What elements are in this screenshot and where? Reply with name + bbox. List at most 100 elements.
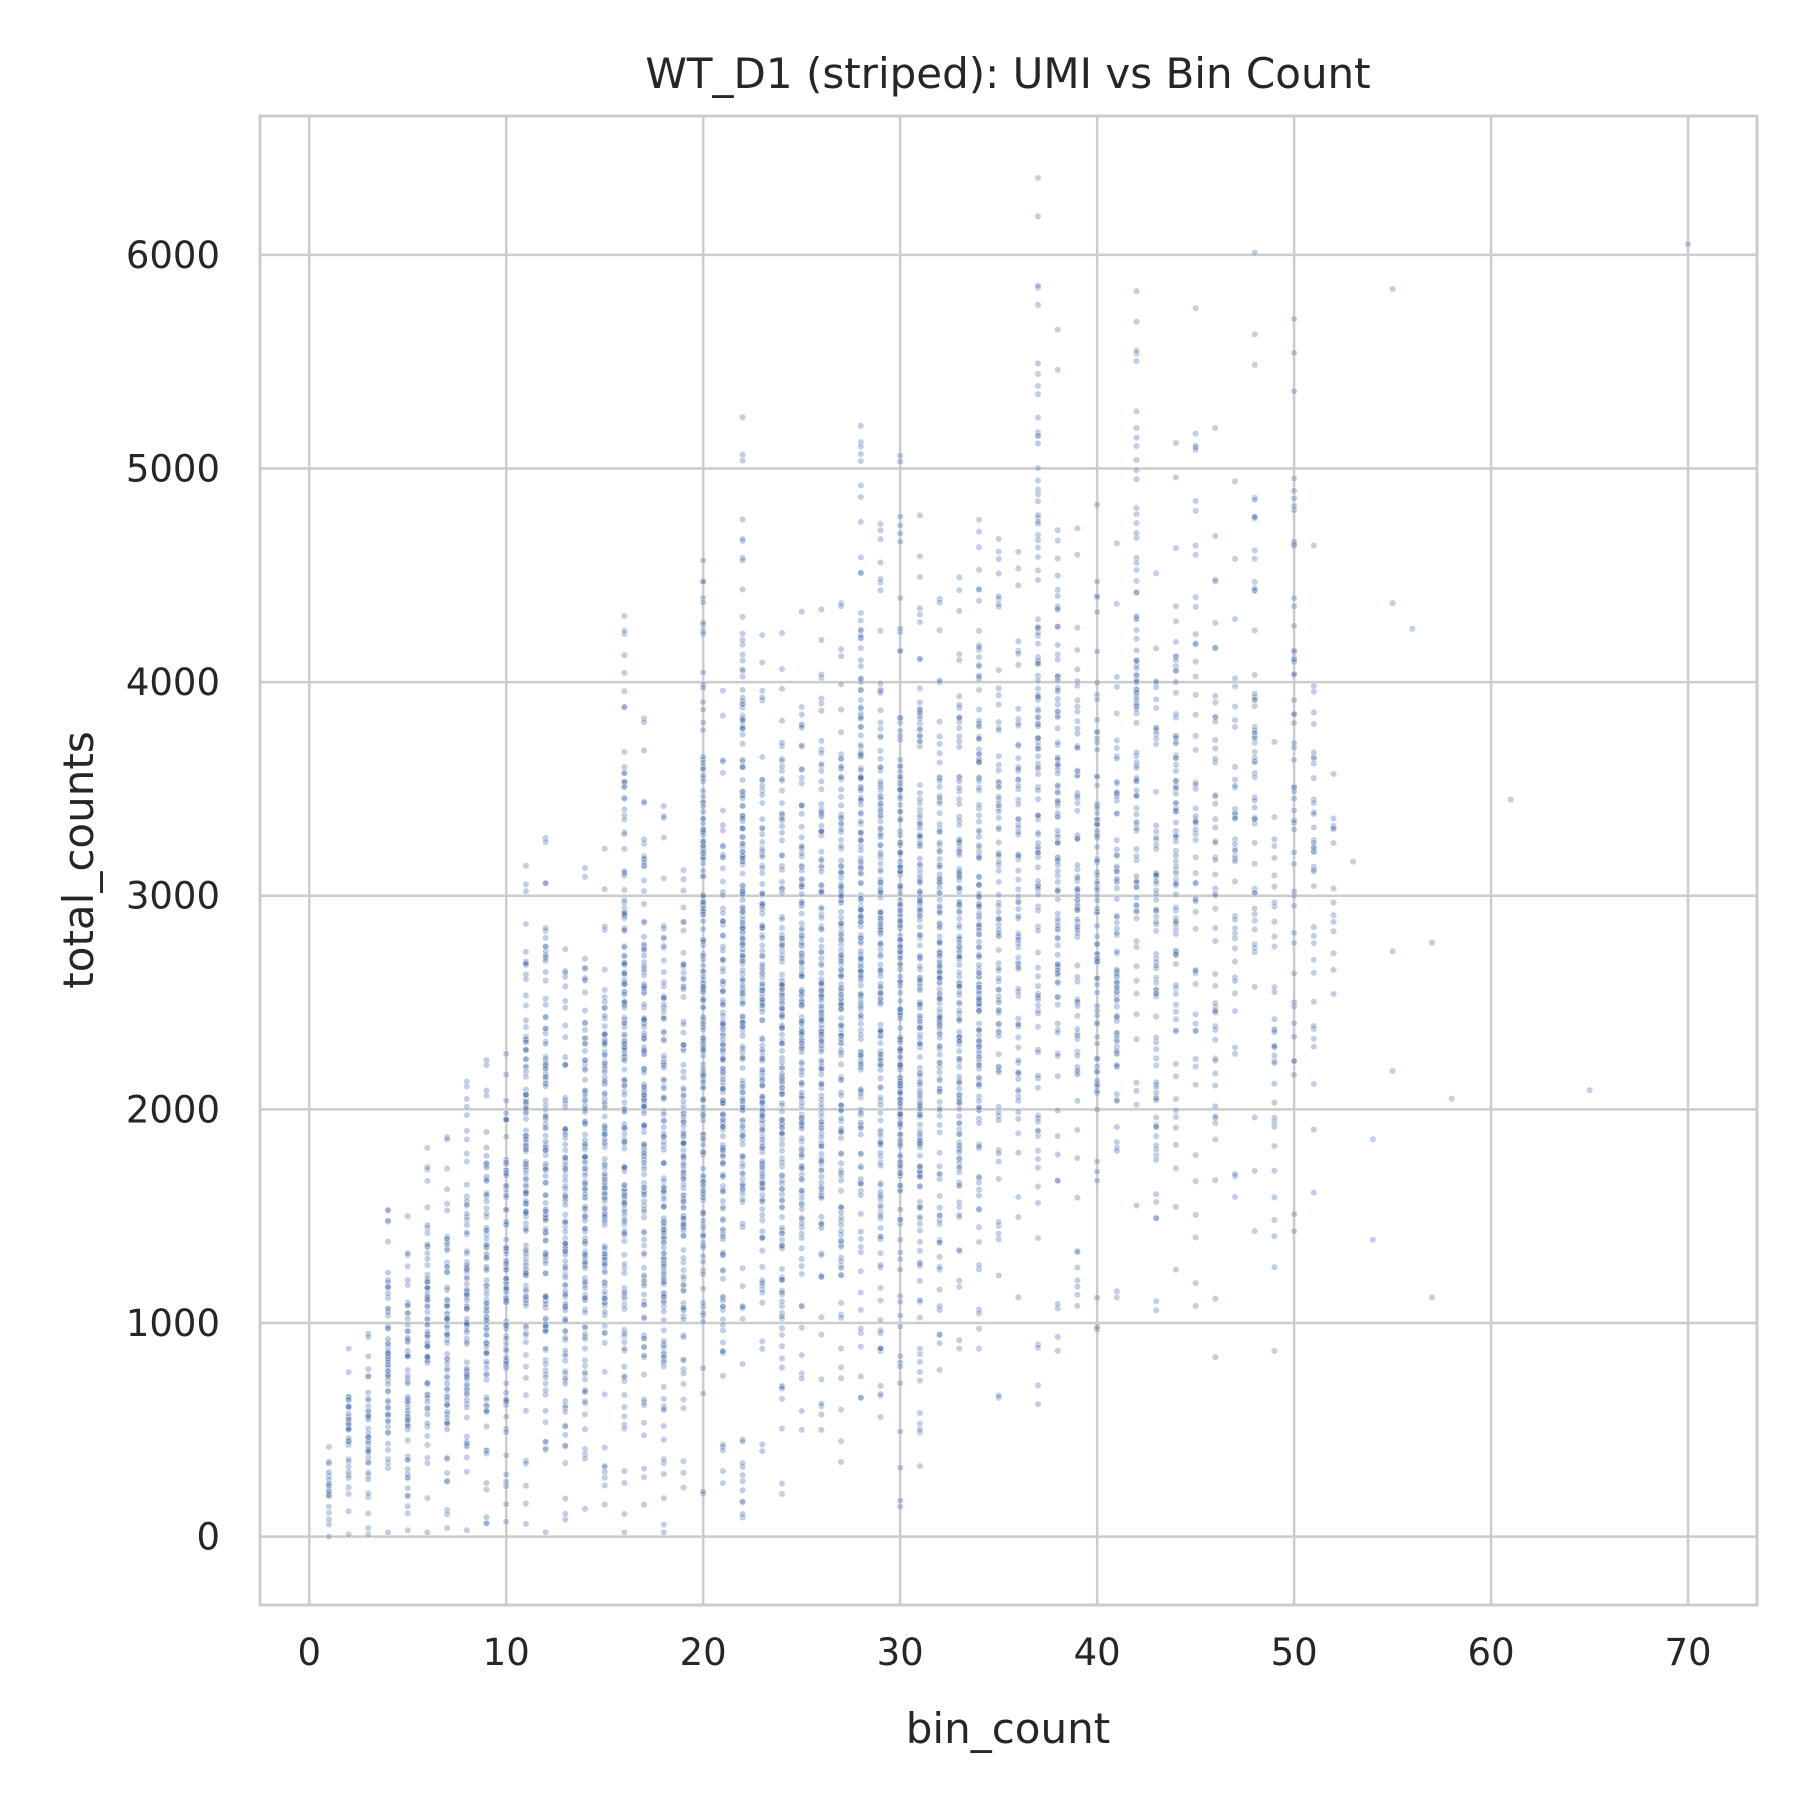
data-point: [1034, 212, 1042, 220]
data-point: [463, 1321, 471, 1329]
data-point: [364, 1412, 372, 1420]
data-point: [817, 1030, 825, 1038]
data-point: [1034, 615, 1042, 623]
data-point: [739, 1132, 747, 1140]
data-point: [482, 1243, 490, 1251]
data-point: [660, 1202, 668, 1210]
data-point: [443, 1246, 451, 1254]
data-point: [423, 1459, 431, 1467]
data-point: [837, 1005, 845, 1013]
data-point: [857, 674, 865, 682]
data-point: [837, 819, 845, 827]
data-point: [482, 1479, 490, 1487]
data-point: [916, 1350, 924, 1358]
data-point: [778, 815, 786, 823]
data-point: [975, 1043, 983, 1051]
data-point: [522, 1169, 530, 1177]
data-point: [620, 1269, 628, 1277]
data-point: [975, 1206, 983, 1214]
data-point: [758, 1205, 766, 1213]
data-point: [719, 1144, 727, 1152]
data-point: [739, 824, 747, 832]
data-point: [739, 848, 747, 856]
data-point: [463, 1247, 471, 1255]
data-point: [719, 943, 727, 951]
data-point: [482, 1197, 490, 1205]
data-point: [778, 941, 786, 949]
data-point: [896, 972, 904, 980]
data-point: [660, 1455, 668, 1463]
data-point: [758, 1247, 766, 1255]
data-point: [699, 619, 707, 627]
data-point: [837, 930, 845, 938]
data-point: [837, 836, 845, 844]
data-point: [443, 1380, 451, 1388]
data-point: [995, 603, 1003, 611]
data-point: [876, 799, 884, 807]
data-point: [522, 1250, 530, 1258]
data-point: [896, 786, 904, 794]
data-point: [975, 1097, 983, 1105]
data-point: [620, 896, 628, 904]
data-point: [423, 1315, 431, 1323]
data-point: [936, 598, 944, 606]
data-point: [443, 1410, 451, 1418]
data-point: [876, 1316, 884, 1324]
data-point: [975, 627, 983, 635]
data-point: [581, 1356, 589, 1364]
data-point: [1014, 885, 1022, 893]
data-point: [699, 1488, 707, 1496]
data-point: [364, 1365, 372, 1373]
data-point: [620, 763, 628, 771]
data-point: [936, 758, 944, 766]
data-point: [542, 1373, 550, 1381]
data-point: [463, 1338, 471, 1346]
data-point: [975, 873, 983, 881]
data-point: [896, 1054, 904, 1062]
data-point: [857, 750, 865, 758]
data-point: [1034, 477, 1042, 485]
data-point: [542, 1040, 550, 1048]
data-point: [581, 873, 589, 881]
data-point: [423, 1398, 431, 1406]
data-point: [1014, 776, 1022, 784]
data-point: [522, 959, 530, 967]
data-point: [857, 723, 865, 731]
data-point: [936, 1211, 944, 1219]
data-point: [581, 1140, 589, 1148]
data-point: [660, 922, 668, 930]
data-point: [916, 1121, 924, 1129]
data-point: [1113, 836, 1121, 844]
data-point: [1054, 554, 1062, 562]
data-point: [1073, 1248, 1081, 1256]
data-point: [522, 1189, 530, 1197]
data-point: [640, 1401, 648, 1409]
data-point: [542, 1269, 550, 1277]
data-point: [423, 1410, 431, 1418]
data-point: [443, 1401, 451, 1409]
data-point: [1113, 966, 1121, 974]
data-point: [995, 592, 1003, 600]
data-point: [739, 1088, 747, 1096]
data-point: [798, 890, 806, 898]
data-point: [404, 1422, 412, 1430]
data-point: [502, 1071, 510, 1079]
data-point: [1113, 539, 1121, 547]
data-point: [581, 1172, 589, 1180]
data-point: [758, 952, 766, 960]
data-point: [719, 1293, 727, 1301]
data-point: [916, 1277, 924, 1285]
data-point: [857, 1119, 865, 1127]
data-point: [463, 1371, 471, 1379]
data-point: [1073, 1264, 1081, 1272]
data-point: [778, 685, 786, 693]
data-point: [660, 1280, 668, 1288]
data-point: [975, 1173, 983, 1181]
data-point: [817, 942, 825, 950]
data-point: [876, 1284, 884, 1292]
data-point: [896, 882, 904, 890]
data-point: [482, 1350, 490, 1358]
data-point: [542, 1445, 550, 1453]
data-point: [778, 934, 786, 942]
data-point: [739, 870, 747, 878]
